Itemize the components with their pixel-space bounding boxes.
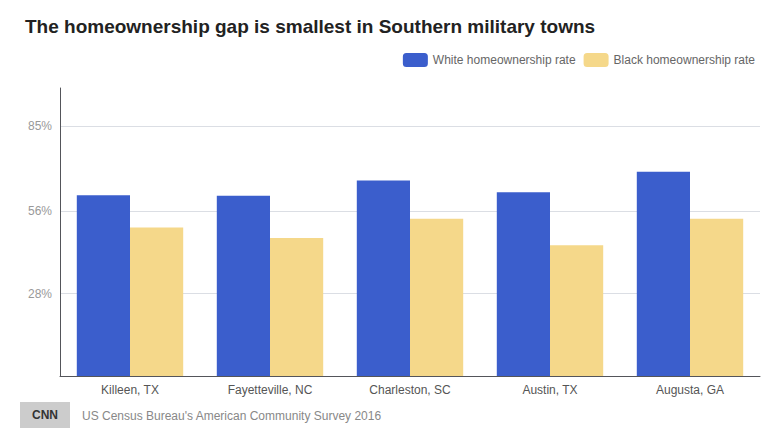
svg-text:56%: 56% [28, 204, 52, 218]
svg-text:White homeownership rate: White homeownership rate [433, 53, 576, 67]
svg-text:Augusta, GA: Augusta, GA [656, 383, 724, 397]
svg-text:Charleston, SC: Charleston, SC [369, 383, 451, 397]
svg-text:Black homeownership rate: Black homeownership rate [614, 53, 756, 67]
svg-text:The homeownership gap is small: The homeownership gap is smallest in Sou… [25, 16, 595, 37]
svg-text:Austin, TX: Austin, TX [522, 383, 577, 397]
svg-text:CNN: CNN [32, 408, 58, 422]
svg-text:Fayetteville, NC: Fayetteville, NC [228, 383, 313, 397]
svg-text:US Census Bureau's American Co: US Census Bureau's American Community Su… [82, 409, 381, 423]
svg-text:28%: 28% [28, 287, 52, 301]
svg-text:Killeen, TX: Killeen, TX [101, 383, 159, 397]
svg-text:85%: 85% [28, 119, 52, 133]
